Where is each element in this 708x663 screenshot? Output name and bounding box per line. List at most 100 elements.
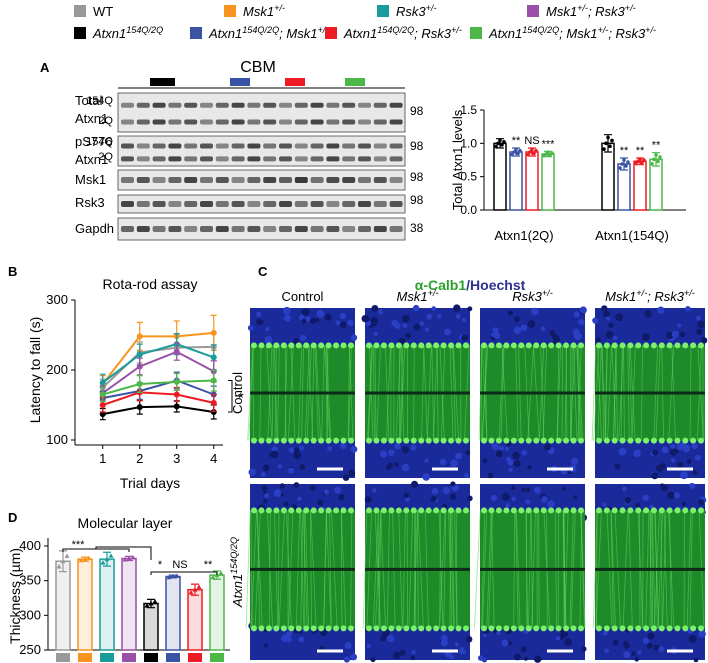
nucleus xyxy=(262,464,270,472)
blot-band xyxy=(294,156,308,162)
nucleus xyxy=(573,495,578,500)
image-title-part: /Hoechst xyxy=(466,277,525,293)
nucleus xyxy=(323,489,330,495)
blot-band xyxy=(326,201,340,207)
purkinje xyxy=(403,625,410,632)
data-tri xyxy=(86,555,92,561)
bar xyxy=(55,560,71,651)
nucleus xyxy=(371,304,379,312)
blot-band xyxy=(152,119,166,125)
significance: ** xyxy=(636,145,645,157)
purkinje xyxy=(380,625,387,632)
column-label-part: Rsk3 xyxy=(512,289,542,304)
purkinje xyxy=(325,437,332,444)
blot-strip xyxy=(117,92,406,133)
legend-swatch xyxy=(74,5,86,17)
legend-swatch xyxy=(224,5,236,17)
category-swatch xyxy=(56,653,70,662)
nucleus xyxy=(602,630,608,636)
purkinje xyxy=(340,507,347,514)
blot-band xyxy=(247,201,261,207)
nucleus xyxy=(461,334,469,342)
legend-swatch xyxy=(190,27,202,39)
purkinje xyxy=(273,437,280,444)
nucleus xyxy=(670,458,676,463)
y-tick-label: 100 xyxy=(46,432,68,447)
blot-band xyxy=(358,226,371,232)
blot-band xyxy=(200,119,213,125)
nucleus xyxy=(658,646,665,652)
point xyxy=(210,399,217,406)
purkinje xyxy=(440,625,447,632)
blot-band xyxy=(358,156,371,162)
nucleus xyxy=(696,328,703,335)
nucleus xyxy=(653,644,660,651)
data-dot xyxy=(642,158,646,163)
point xyxy=(136,333,143,340)
blot-band xyxy=(294,201,308,207)
line xyxy=(102,343,215,384)
purkinje xyxy=(635,342,642,349)
nucleus xyxy=(677,462,684,468)
y-axis-label: Latency to fall (s) xyxy=(27,317,43,424)
line xyxy=(102,379,215,399)
nucleus xyxy=(281,634,289,643)
blot-band xyxy=(247,156,261,162)
purkinje xyxy=(340,342,347,349)
legend-swatch xyxy=(527,5,539,17)
nucleus xyxy=(410,444,417,451)
significance: * xyxy=(238,390,244,407)
legend-label: Msk1+/- xyxy=(243,3,285,19)
legend-label: Atxn1154Q/2Q; Msk1+/-; Rsk3+/- xyxy=(488,25,656,41)
purkinje xyxy=(555,437,562,444)
purkinje xyxy=(510,437,517,444)
nucleus xyxy=(442,486,451,495)
blot-row-label: 2Q xyxy=(98,115,113,127)
bar xyxy=(601,142,615,211)
nucleus xyxy=(514,653,521,661)
point xyxy=(210,377,217,384)
nucleus xyxy=(350,445,358,453)
category-swatch xyxy=(100,653,114,662)
blot-marker: 98 xyxy=(410,193,424,207)
purkinje xyxy=(463,625,469,632)
purkinje xyxy=(433,342,440,349)
purkinje xyxy=(265,342,272,349)
purkinje xyxy=(448,342,455,349)
legend-label-part: Rsk3 xyxy=(396,4,426,19)
nucleus xyxy=(623,640,629,646)
blot-band xyxy=(247,143,261,149)
nucleus xyxy=(666,331,674,340)
blot-band xyxy=(389,226,403,232)
nucleus xyxy=(523,656,528,661)
nucleus xyxy=(334,486,342,494)
nucleus xyxy=(482,458,488,464)
nucleus xyxy=(513,316,520,323)
chart-title: Rota-rod assay xyxy=(103,276,198,292)
blot-band xyxy=(373,177,387,183)
purkinje xyxy=(325,625,332,632)
nucleus xyxy=(283,501,289,507)
blot-band xyxy=(342,156,356,162)
blot-band xyxy=(373,102,387,108)
nucleus xyxy=(265,327,270,332)
panel-label: C xyxy=(258,264,268,279)
data-tri xyxy=(60,558,66,564)
purkinje xyxy=(603,342,610,349)
legend-label-part: +/- xyxy=(625,3,636,13)
bar xyxy=(525,151,539,211)
group-bar xyxy=(345,78,365,86)
purkinje xyxy=(627,437,634,444)
legend-label-part: Atxn1 xyxy=(343,26,377,41)
purkinje xyxy=(288,507,295,514)
blot-row-label: Total xyxy=(75,93,103,108)
nucleus xyxy=(439,458,447,466)
nucleus xyxy=(394,442,401,450)
nucleus xyxy=(347,319,354,326)
blot-band xyxy=(247,177,261,183)
purkinje xyxy=(448,507,455,514)
purkinje xyxy=(503,342,510,349)
purkinje xyxy=(440,507,447,514)
nucleus xyxy=(661,446,669,454)
blot-band xyxy=(200,226,213,232)
